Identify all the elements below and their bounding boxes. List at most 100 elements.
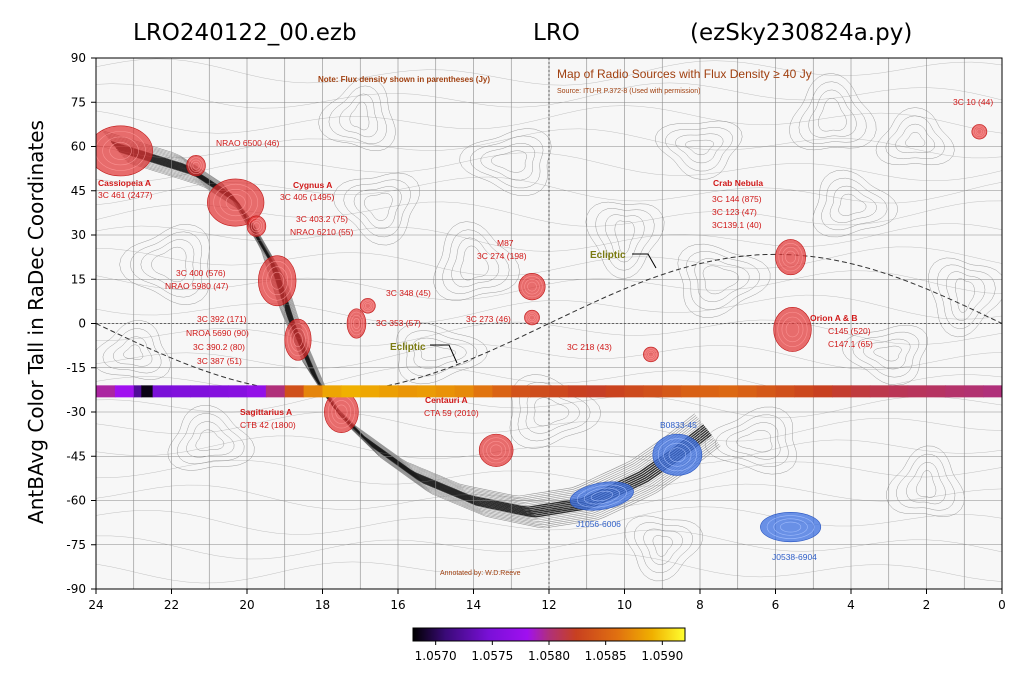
contour-loop [736,430,773,453]
red-source-ring [974,127,984,137]
strip-cell [907,385,928,398]
red-source-ring [109,142,132,160]
red-source-ring [490,444,503,457]
strip-cell [756,385,777,398]
map-title: Map of Radio Sources with Flux Density ≥… [557,67,812,81]
strip-cell [662,385,682,398]
strip-cell [96,385,116,398]
x-tick-label: 10 [617,598,632,612]
red-source-blob [518,273,546,301]
contour-loop [895,123,936,153]
strip-cell [114,385,135,398]
y-axis-ticks: 90 75 60 45 30 15 0 -15 -30 -45 -60 -75 -90 [66,51,96,596]
red-source-ring [335,404,348,420]
y-tick-label: 60 [71,140,86,154]
strip-cell [832,385,852,398]
red-source-blob [478,433,514,467]
strip-cell [141,385,154,398]
map-source: Source: ITU-R P.372-8 (Used with permiss… [557,88,700,95]
label-crab-1: 3C 144 (875) [712,194,762,204]
contour-loop [873,345,902,362]
red-source-ring [777,311,808,347]
contour-loop [852,331,920,378]
contour-loop [353,186,402,230]
x-tick-label: 18 [315,598,330,612]
contour-loop [896,453,956,511]
contour-loop [129,231,203,298]
red-source-blob [971,124,988,140]
red-source-ring [527,313,537,323]
strip-cell [152,385,173,398]
contour-loop [812,169,898,238]
x-tick-label: 0 [998,598,1006,612]
blue-source-ring [583,487,620,505]
strip-cell [454,385,475,398]
red-source-ring [266,266,289,296]
red-source-ring [348,311,365,336]
red-source-ring [973,125,986,138]
label-nroa5690: NROA 5690 (90) [186,328,249,338]
blue-source-ring [780,521,802,533]
contour-loop [112,336,153,367]
ecliptic-label-right: Ecliptic [590,250,626,261]
strip-cell [190,385,210,398]
contour-loop [808,89,857,138]
red-source-ring [364,302,371,309]
flux-note: Note: Flux density shown in parentheses … [318,75,490,84]
label-3c392: 3C 392 (171) [197,314,247,324]
strip-cell [586,385,607,398]
red-source-ring [646,350,656,359]
y-tick-label: 0 [78,317,86,331]
contour-band-line [127,162,721,529]
strip-cell [681,385,701,398]
red-source-blob [96,125,153,177]
red-source-ring [527,281,537,292]
contour-loop [195,429,225,452]
red-source-ring [486,440,506,460]
red-source-ring [190,159,202,172]
colorbar-tick-label: 1.0570 [415,649,457,663]
y-tick-label: 75 [71,95,86,109]
contour-loop [946,271,986,321]
strip-cell [605,385,626,398]
data-strip [96,385,1002,398]
red-source-ring [352,318,360,329]
strip-cell [737,385,758,398]
contour-loop [838,193,867,216]
red-source-ring [290,327,306,352]
red-source-blob [643,346,659,363]
contour-loop [96,320,171,380]
red-source-blob [284,318,312,361]
colorbar-tick-label: 1.0590 [641,649,683,663]
red-source-ring [331,400,352,424]
label-j0538: J0538-6904 [772,552,817,562]
chart-title-left: LRO240122_00.ezb [133,20,357,46]
red-source-ring [976,128,983,135]
y-axis-label: AntBAvg Color Tall in RaDec Coordinates [24,120,48,524]
contour-loop [928,257,1002,338]
red-source-ring [225,194,246,211]
blue-source-group [652,433,703,476]
red-source-ring [219,189,252,217]
strip-cell [869,385,890,398]
contour-loop [328,85,387,145]
strip-cell [133,385,142,398]
red-source-ring [192,161,200,170]
strip-cell [945,385,965,398]
blue-source-ring [663,442,692,467]
blue-source-ring [590,490,613,502]
contour-loop [364,192,393,221]
label-3c387: 3C 387 (51) [197,356,242,366]
contour-loop [725,422,781,460]
contour-loop [469,135,544,189]
x-tick-label: 16 [390,598,405,612]
annotated-by: Annotated by: W.D.Reeve [440,570,521,577]
label-j1056: J1056-6006 [576,519,621,529]
strip-cell [360,385,380,398]
label-nrao6500: NRAO 6500 (46) [216,138,279,148]
x-tick-label: 22 [164,598,179,612]
strip-cell [247,385,267,398]
x-tick-label: 12 [541,598,556,612]
